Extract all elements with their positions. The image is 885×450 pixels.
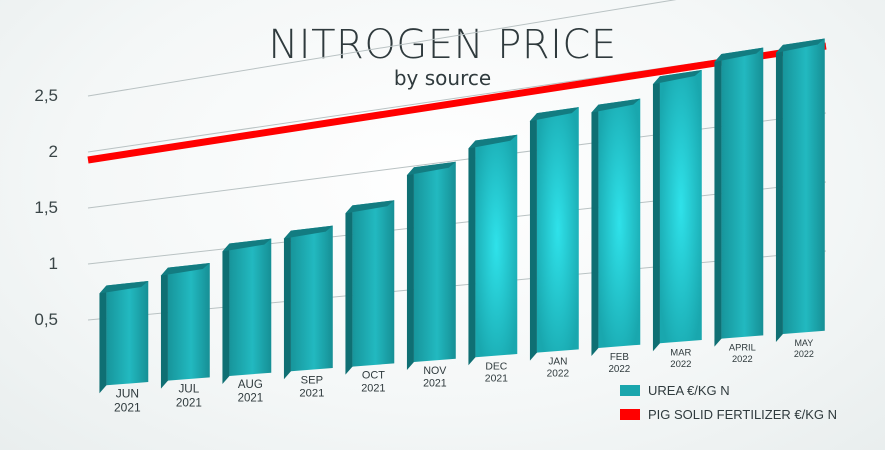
chart-title: NITROGEN PRICE [268, 22, 617, 68]
bar-side [160, 267, 168, 389]
bar-side [468, 140, 476, 366]
x-tick-label: 2021 [299, 387, 324, 399]
y-tick-label: 2 [49, 142, 58, 161]
x-tick-label: NOV [423, 365, 447, 377]
y-tick-label: 0,5 [34, 310, 58, 329]
bar [99, 280, 149, 394]
bar-front [659, 70, 702, 344]
bar-front [290, 225, 333, 372]
bar-top [345, 200, 395, 214]
bar [160, 262, 210, 389]
bar-front [229, 238, 272, 376]
legend-item-pig: PIG SOLID FERTILIZER €/KG N [620, 402, 837, 426]
x-tick-label: OCT [362, 370, 385, 382]
bar [222, 238, 272, 384]
bar-side [222, 243, 230, 384]
x-tick-label: MAR [670, 347, 691, 358]
bar [345, 200, 395, 375]
bar-front [352, 200, 395, 367]
bar [283, 225, 333, 380]
x-tick-label: 2021 [176, 396, 202, 409]
y-tick-label: 2,5 [34, 86, 58, 105]
bar-side [283, 230, 291, 380]
x-tick-label: 2022 [670, 359, 691, 370]
chart-subtitle: by source [393, 66, 492, 90]
bar [468, 134, 518, 366]
bar-front [167, 262, 210, 381]
x-tick-label: 2022 [732, 354, 753, 364]
pig-fertilizer-line [87, 42, 827, 164]
x-tick-label: 2022 [794, 349, 814, 359]
x-tick-label: 2021 [114, 400, 141, 414]
x-tick-label: JUL [178, 383, 199, 396]
bar-front [475, 134, 518, 358]
bar-top [222, 238, 272, 252]
bar-top [529, 107, 579, 122]
gridline [87, 250, 827, 321]
legend-swatch-pig [620, 408, 640, 420]
bar-side [99, 285, 107, 394]
bar-top [652, 70, 702, 85]
gridline [87, 0, 677, 97]
bar-front [536, 107, 579, 353]
bar [406, 161, 456, 370]
bar-front [782, 38, 825, 334]
legend-label-urea: UREA €/KG N [648, 382, 730, 398]
bar-side [775, 44, 783, 342]
x-tick-label: 2021 [485, 374, 508, 385]
bar-side [345, 205, 353, 375]
bar-top [283, 225, 333, 239]
legend-swatch-urea [620, 384, 640, 396]
bar-front [721, 47, 764, 339]
x-tick-label: 2022 [547, 369, 570, 380]
y-tick-label: 1 [49, 254, 58, 273]
x-tick-label: SEP [301, 374, 323, 386]
bar-front [413, 161, 456, 362]
bar [714, 47, 764, 347]
bar-top [99, 280, 149, 294]
bar-top [406, 161, 456, 176]
bar-front [598, 98, 641, 348]
x-tick-label: 2021 [361, 383, 385, 395]
bar [529, 107, 579, 361]
bar-top [775, 38, 825, 53]
gridline [87, 112, 827, 209]
bar-side [652, 76, 660, 352]
y-tick-label: 1,5 [34, 198, 58, 217]
bar-side [406, 167, 414, 370]
bar-side [529, 113, 537, 361]
bar-top [468, 134, 518, 149]
legend-label-pig: PIG SOLID FERTILIZER €/KG N [648, 406, 838, 422]
legend: UREA €/KG N PIG SOLID FERTILIZER €/KG N [620, 378, 837, 426]
bar-top [714, 47, 764, 62]
x-tick-label: MAY [794, 338, 813, 348]
x-tick-label: 2021 [423, 378, 447, 390]
x-tick-label: FEB [610, 352, 630, 363]
x-tick-label: 2021 [238, 392, 264, 404]
bar [652, 70, 702, 352]
bar-top [160, 262, 210, 276]
gridline [87, 181, 827, 265]
bar-front [106, 280, 149, 386]
x-tick-label: JAN [548, 357, 567, 368]
bar-side [714, 53, 722, 347]
x-tick-label: JUN [116, 386, 139, 400]
bar-side [591, 104, 599, 356]
x-tick-label: 2022 [608, 364, 630, 375]
x-tick-label: AUG [238, 379, 263, 391]
x-tick-label: APRIL [729, 343, 756, 353]
bar [775, 38, 825, 342]
bar-top [591, 98, 641, 113]
bar [591, 98, 641, 356]
legend-item-urea: UREA €/KG N [620, 378, 837, 402]
x-tick-label: DEC [485, 361, 507, 372]
